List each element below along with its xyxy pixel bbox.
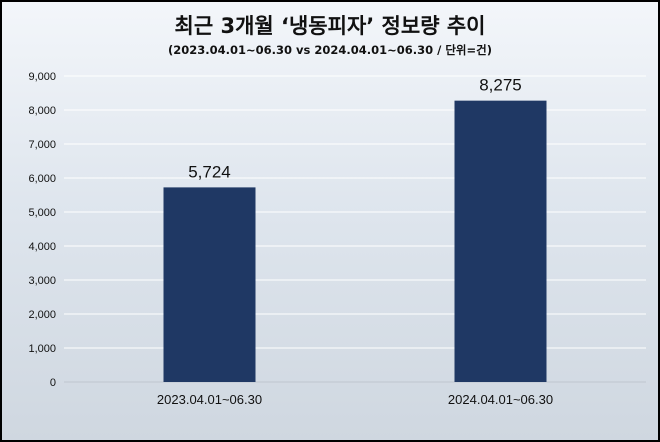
y-tick-label: 7,000 [28,139,56,151]
y-tick-label: 2,000 [28,309,56,321]
chart-subtitle: (2023.04.01~06.30 vs 2024.04.01~06.30 / … [168,43,492,57]
y-tick-label: 1,000 [28,343,56,355]
y-tick-label: 5,000 [28,207,56,219]
y-tick-label: 8,000 [28,105,56,117]
bar [454,100,547,383]
y-tick-label: 3,000 [28,275,56,287]
x-tick-label: 2023.04.01~06.30 [157,392,262,407]
data-label: 5,724 [188,162,231,181]
bar [163,187,256,382]
chart-title: 최근 3개월 ‘냉동피자’ 정보량 추이 [174,14,486,38]
y-tick-label: 9,000 [28,71,56,83]
y-tick-label: 6,000 [28,173,56,185]
y-tick-label: 4,000 [28,241,56,253]
y-tick-label: 0 [50,377,56,389]
x-tick-label: 2024.04.01~06.30 [448,392,553,407]
data-label: 8,275 [479,76,522,95]
